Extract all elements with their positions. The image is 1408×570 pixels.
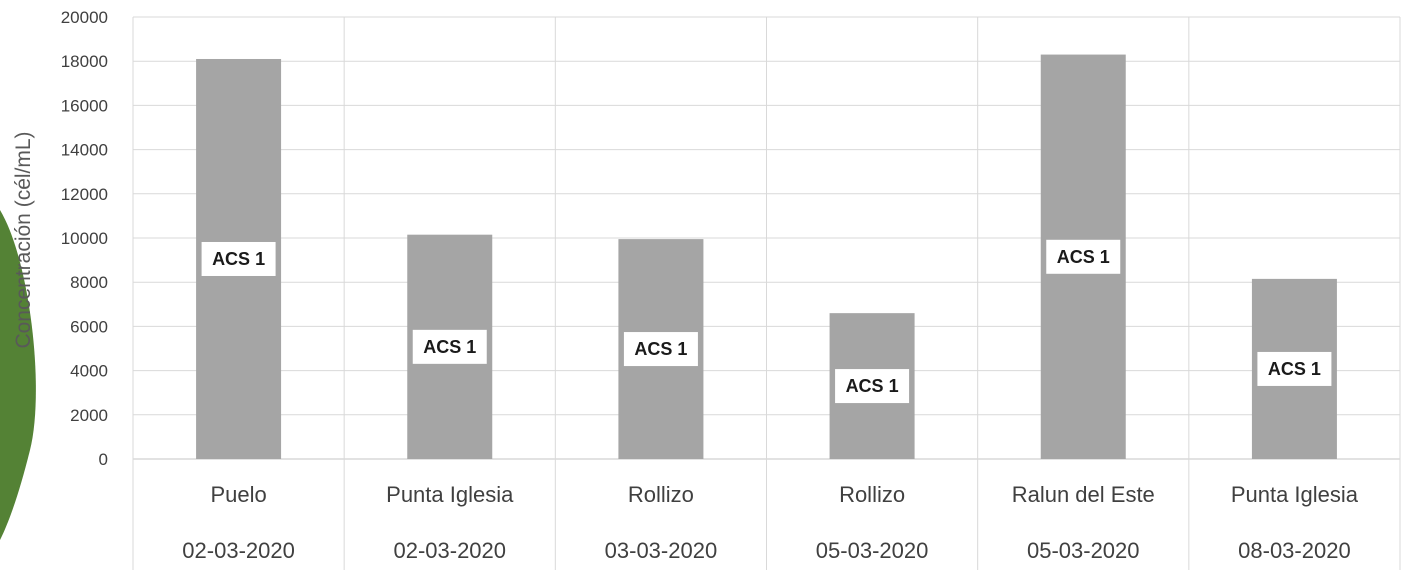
- data-label: ACS 1: [212, 249, 265, 269]
- gridlines: [132, 16, 1401, 570]
- category-date-label: 03-03-2020: [605, 538, 718, 563]
- category-site-label: Punta Iglesia: [1231, 482, 1359, 507]
- y-tick-label: 18000: [61, 52, 108, 71]
- data-label: ACS 1: [846, 376, 899, 396]
- category-date-label: 02-03-2020: [393, 538, 506, 563]
- y-tick-labels: 0 2000 4000 6000 8000 10000 12000 14000 16000 180…: [61, 8, 108, 469]
- data-label: ACS 1: [423, 337, 476, 357]
- data-label-box: [201, 241, 276, 276]
- y-tick-label: 10000: [61, 229, 108, 248]
- data-label: ACS 1: [1268, 359, 1321, 379]
- data-label-box: [623, 332, 698, 367]
- category-date-label: 08-03-2020: [1238, 538, 1351, 563]
- y-tick-label: 12000: [61, 185, 108, 204]
- data-labels: ACS 1 ACS 1 ACS 1 ACS 1 ACS 1 ACS 1: [201, 239, 1332, 404]
- data-label: ACS 1: [1057, 247, 1110, 267]
- y-axis-label: Concentración (cél/mL): [12, 131, 35, 348]
- y-tick-label: 6000: [70, 317, 108, 336]
- y-tick-label: 2000: [70, 406, 108, 425]
- category-date-label: 02-03-2020: [182, 538, 295, 563]
- y-tick-label: 16000: [61, 96, 108, 115]
- data-label-box: [1046, 239, 1121, 274]
- category-site-label: Ralun del Este: [1012, 482, 1155, 507]
- data-label-box: [835, 369, 910, 404]
- category-site-label: Punta Iglesia: [386, 482, 514, 507]
- category-site-label: Rollizo: [628, 482, 694, 507]
- y-tick-label: 8000: [70, 273, 108, 292]
- data-label-box: [412, 329, 487, 364]
- y-tick-label: 14000: [61, 141, 108, 160]
- decorative-green-shape: [0, 210, 36, 540]
- category-site-label: Puelo: [210, 482, 266, 507]
- data-label-box: [1257, 351, 1332, 386]
- category-date-label: 05-03-2020: [1027, 538, 1140, 563]
- data-label: ACS 1: [634, 339, 687, 359]
- category-site-label: Rollizo: [839, 482, 905, 507]
- x-category-labels: Puelo 02-03-2020 Punta Iglesia 02-03-2020 Ro…: [182, 482, 1358, 563]
- y-tick-label: 20000: [61, 8, 108, 27]
- y-tick-label: 4000: [70, 362, 108, 381]
- category-date-label: 05-03-2020: [816, 538, 929, 563]
- y-tick-label: 0: [99, 450, 108, 469]
